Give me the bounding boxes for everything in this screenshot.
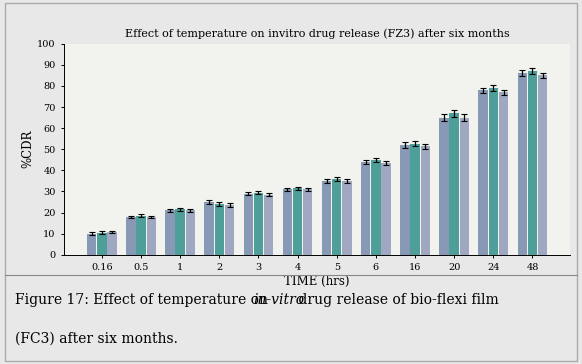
Bar — [176, 209, 185, 255]
Text: drug release of bio-flexi film: drug release of bio-flexi film — [294, 293, 499, 307]
Bar — [400, 145, 410, 255]
Bar — [517, 73, 527, 255]
Text: in‑vitro: in‑vitro — [253, 293, 304, 307]
Bar — [254, 193, 263, 255]
Bar — [460, 118, 469, 255]
Bar — [410, 144, 420, 255]
Bar — [489, 88, 498, 255]
Bar — [87, 234, 97, 255]
Bar — [528, 71, 537, 255]
Bar — [303, 189, 313, 255]
Title: Effect of temperature on invitro drug release (FZ3) after six months: Effect of temperature on invitro drug re… — [125, 28, 510, 39]
Bar — [361, 162, 370, 255]
Y-axis label: %CDR: %CDR — [22, 130, 34, 169]
Bar — [136, 216, 146, 255]
Bar — [215, 204, 224, 255]
Bar — [371, 160, 381, 255]
Bar — [499, 92, 508, 255]
Bar — [97, 233, 107, 255]
Bar — [186, 210, 195, 255]
Bar — [126, 217, 136, 255]
Bar — [264, 195, 274, 255]
Bar — [108, 232, 117, 255]
Bar — [147, 217, 156, 255]
Bar — [293, 188, 302, 255]
Bar — [225, 205, 234, 255]
Bar — [283, 189, 292, 255]
Bar — [449, 113, 459, 255]
Bar — [332, 179, 342, 255]
Text: Figure 17: Effect of temperature on: Figure 17: Effect of temperature on — [15, 293, 272, 307]
X-axis label: TIME (hrs): TIME (hrs) — [285, 275, 350, 288]
Bar — [538, 75, 547, 255]
Bar — [478, 90, 488, 255]
Text: (FC3) after six months.: (FC3) after six months. — [15, 331, 178, 345]
Bar — [381, 163, 391, 255]
Bar — [421, 146, 430, 255]
Bar — [342, 181, 352, 255]
Bar — [244, 194, 253, 255]
Bar — [439, 118, 449, 255]
Bar — [204, 202, 214, 255]
Bar — [322, 181, 331, 255]
Bar — [165, 210, 175, 255]
